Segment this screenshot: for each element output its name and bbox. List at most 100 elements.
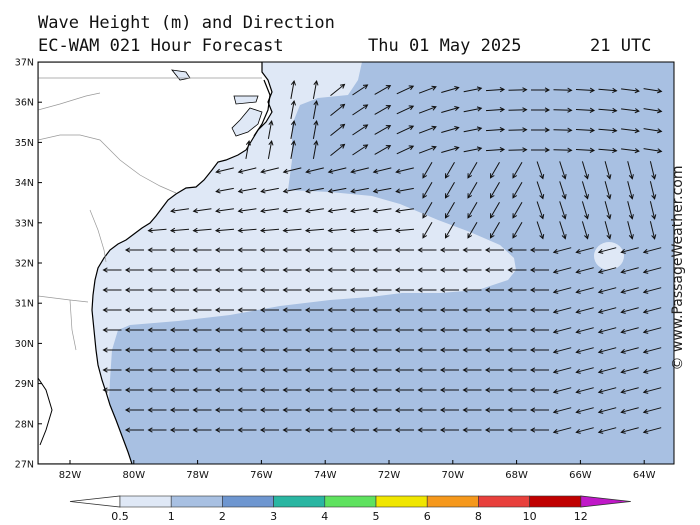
lon-label: 82W: [59, 470, 82, 481]
wave-arrow: [529, 287, 549, 293]
legend-swatch: [324, 495, 377, 508]
wave-arrow: [282, 267, 302, 273]
wave-arrow: [604, 201, 612, 220]
wave-arrow: [327, 167, 347, 174]
wave-arrow: [507, 347, 527, 353]
wave-arrow: [467, 161, 478, 179]
wave-arrow: [282, 387, 302, 393]
wave-arrow: [463, 86, 483, 93]
wave-arrow: [102, 387, 122, 393]
wave-arrow: [237, 327, 257, 333]
wave-arrow: [304, 247, 324, 253]
wave-arrow: [462, 287, 482, 293]
wave-arrow: [417, 327, 437, 333]
wave-arrow: [597, 247, 617, 254]
wave-arrow: [444, 221, 455, 239]
legend-label: 0.5: [111, 510, 129, 523]
wave-arrow: [327, 267, 347, 273]
wave-arrow: [352, 104, 369, 116]
wave-arrow: [417, 267, 437, 273]
wave-arrow: [598, 127, 618, 134]
wave-arrow: [485, 127, 506, 133]
wave-arrow: [237, 347, 257, 353]
wave-arrow: [439, 427, 459, 433]
wave-arrow: [169, 347, 189, 353]
wave-arrow: [214, 347, 234, 353]
wave-arrow: [192, 287, 212, 293]
wave-arrow: [439, 347, 459, 353]
wave-arrow: [462, 407, 482, 413]
wave-arrow: [327, 227, 347, 233]
wave-arrow: [169, 327, 189, 333]
wave-arrow: [620, 427, 639, 434]
legend-label: 10: [523, 510, 537, 523]
wave-arrow: [508, 87, 528, 93]
wave-arrow: [553, 127, 573, 133]
wave-arrow: [349, 387, 369, 393]
wave-arrow: [507, 367, 527, 373]
wave-arrow: [192, 387, 212, 393]
wave-arrow: [575, 147, 596, 153]
wave-arrow: [575, 367, 594, 374]
wave-arrow: [422, 161, 433, 179]
wave-arrow: [552, 407, 572, 414]
wave-arrow: [304, 367, 324, 373]
wave-arrow: [349, 347, 369, 353]
wave-arrow: [581, 221, 589, 240]
wave-arrow: [282, 208, 302, 214]
wave-arrow: [439, 367, 459, 373]
wave-arrow: [485, 107, 506, 113]
wave-arrow: [507, 267, 527, 273]
forecast-time: 21 UTC: [590, 36, 652, 56]
wave-arrow: [214, 307, 234, 313]
wave-arrow: [352, 84, 369, 96]
wave-arrow: [484, 247, 504, 253]
wave-arrow: [444, 201, 455, 219]
wave-arrow: [350, 208, 369, 214]
legend-label: 2: [219, 510, 226, 523]
wave-arrow: [282, 407, 302, 413]
legend-label: 8: [475, 510, 482, 523]
lon-label: 80W: [122, 470, 145, 481]
wave-arrow: [444, 161, 455, 179]
wave-arrow: [597, 427, 617, 434]
wave-arrow: [552, 327, 572, 334]
wave-arrow: [575, 327, 594, 334]
wave-arrow: [489, 201, 500, 219]
wave-arrow: [396, 125, 415, 135]
wave-arrow: [439, 327, 459, 333]
wave-arrow: [147, 327, 167, 333]
wave-arrow: [597, 287, 617, 294]
legend-swatch: [478, 495, 530, 508]
wave-arrow: [418, 85, 437, 94]
forecast-model-label: EC-WAM 021 Hour Forecast: [38, 36, 284, 56]
wave-arrow: [620, 247, 639, 254]
wave-arrow: [237, 427, 257, 433]
wave-arrow: [169, 427, 189, 433]
lon-label: 66W: [569, 470, 592, 481]
wave-arrow: [417, 387, 437, 393]
wave-arrow: [215, 208, 234, 214]
wave-arrow: [394, 267, 414, 273]
wave-arrow: [552, 307, 572, 314]
wave-arrow: [575, 87, 596, 93]
wave-arrow: [214, 247, 234, 253]
wave-arrow: [553, 87, 573, 93]
wave-arrow: [259, 387, 279, 393]
wave-arrow: [552, 387, 572, 394]
wave-arrow: [282, 167, 302, 174]
wave-arrow: [444, 181, 455, 199]
wave-arrow: [327, 208, 347, 214]
wave-arrow: [290, 80, 296, 99]
wave-arrow: [507, 407, 527, 413]
wave-arrow: [467, 181, 478, 199]
wave-arrow: [529, 307, 549, 313]
wave-arrow: [529, 427, 549, 433]
wave-arrow: [439, 267, 459, 273]
wave-arrow: [394, 247, 414, 253]
wave-arrow: [374, 85, 392, 95]
wave-arrow: [169, 307, 189, 313]
wave-arrow: [620, 287, 639, 294]
wave-arrow: [536, 221, 545, 240]
wave-arrow: [147, 407, 167, 413]
